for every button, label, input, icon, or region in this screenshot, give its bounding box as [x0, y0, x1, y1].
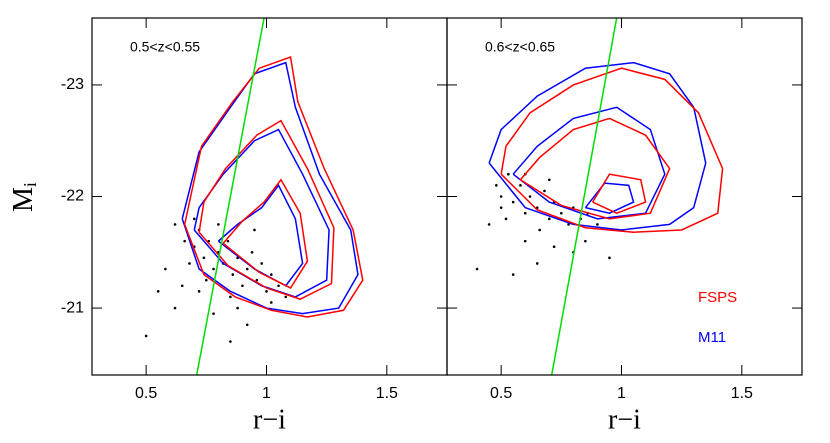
point: [538, 228, 541, 232]
point: [197, 290, 201, 293]
x-tick-label: 0.5: [490, 385, 512, 402]
point: [192, 217, 196, 221]
point: [608, 256, 611, 260]
contour: [488, 61, 707, 231]
point: [547, 178, 551, 182]
x-tick-label: 1.5: [731, 385, 753, 402]
y-tick-label: -23: [61, 76, 84, 93]
point: [212, 312, 215, 315]
point: [226, 239, 230, 243]
point: [253, 228, 256, 232]
point: [495, 184, 498, 187]
point: [543, 189, 546, 193]
y-axis-label-main: M: [8, 187, 39, 212]
legend-entry: M11: [698, 329, 726, 346]
point: [183, 239, 186, 243]
contour: [198, 119, 335, 300]
point: [511, 200, 515, 204]
contour: [519, 117, 671, 220]
point: [584, 239, 587, 243]
contour: [193, 128, 330, 298]
point: [270, 273, 273, 276]
point: [205, 278, 208, 282]
point: [173, 223, 177, 226]
point: [528, 195, 532, 198]
division-line: [550, 18, 618, 375]
contour: [217, 183, 304, 287]
point: [511, 273, 515, 276]
contour: [222, 178, 309, 289]
x-axis-label: r−i: [253, 404, 286, 435]
point: [547, 217, 551, 221]
plot-area: [144, 18, 364, 375]
point: [552, 245, 556, 249]
point: [523, 211, 527, 215]
point: [229, 295, 232, 299]
point: [241, 284, 244, 288]
point: [535, 262, 539, 265]
x-tick-label: 1: [617, 385, 626, 402]
point: [519, 184, 522, 187]
point: [173, 306, 177, 310]
point: [260, 262, 263, 265]
point: [245, 323, 249, 327]
legend-entry: FSPS: [698, 289, 737, 306]
point: [202, 256, 206, 260]
x-tick-label: 1: [262, 385, 271, 402]
point: [487, 223, 491, 226]
point: [277, 284, 280, 288]
point: [229, 340, 232, 343]
contour: [591, 173, 647, 215]
point: [475, 267, 479, 271]
point: [231, 273, 235, 276]
x-axis-label: r−i: [608, 404, 641, 435]
point: [284, 295, 288, 299]
contour: [181, 61, 359, 315]
point: [507, 172, 510, 176]
point: [270, 301, 273, 304]
y-tick-label: -21: [61, 299, 84, 316]
division-line: [195, 18, 265, 375]
point: [212, 267, 215, 271]
plot-area: [475, 18, 724, 375]
point: [164, 267, 167, 271]
y-axis-label: Mi: [8, 182, 40, 212]
point: [250, 250, 254, 254]
point: [144, 334, 148, 338]
point: [180, 284, 184, 288]
point: [265, 290, 268, 293]
x-tick-label: 1.5: [376, 385, 398, 402]
panel-label: 0.6<z<0.65: [485, 39, 555, 55]
point: [567, 223, 570, 226]
contour: [500, 67, 724, 233]
point: [236, 306, 239, 310]
point: [255, 278, 259, 282]
y-axis-label-sub: i: [20, 182, 40, 187]
x-tick-label: 0.5: [135, 385, 157, 402]
contour: [183, 56, 364, 318]
panel-label: 0.5<z<0.55: [130, 39, 200, 55]
point: [188, 262, 191, 265]
point: [499, 195, 503, 198]
y-tick-label: -22: [61, 188, 84, 205]
point: [217, 223, 220, 226]
point: [245, 267, 249, 271]
point: [523, 239, 527, 243]
point: [596, 223, 599, 226]
point: [504, 217, 508, 221]
point: [499, 206, 503, 209]
point: [156, 290, 160, 293]
point: [560, 211, 563, 215]
